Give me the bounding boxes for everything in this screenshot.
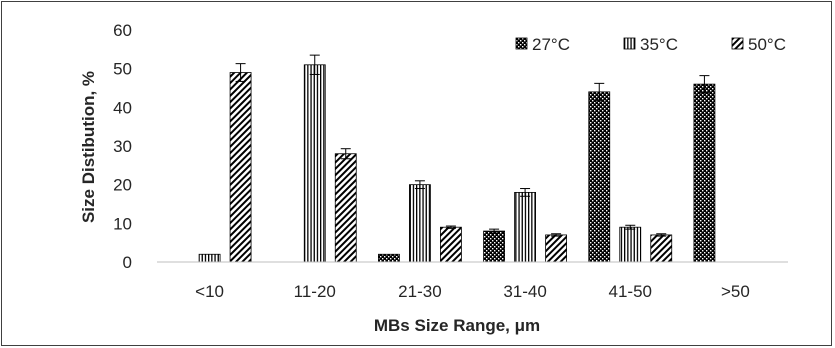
bar xyxy=(440,226,462,263)
bar xyxy=(619,226,642,263)
y-tick-label: 30 xyxy=(113,137,132,156)
y-tick-label: 60 xyxy=(113,21,132,40)
x-tick-label: >50 xyxy=(721,282,750,301)
legend-label: 50°C xyxy=(748,35,786,54)
bar xyxy=(229,72,252,263)
y-tick-label: 10 xyxy=(113,214,132,233)
bar xyxy=(378,253,400,263)
x-tick-label: 21-30 xyxy=(398,282,441,301)
bars xyxy=(198,54,716,263)
legend-swatch xyxy=(623,37,636,50)
bar xyxy=(588,91,611,263)
bar xyxy=(650,234,673,263)
legend-swatch xyxy=(731,37,744,50)
x-tick-label: 41-50 xyxy=(609,282,652,301)
bar xyxy=(483,230,505,263)
legend: 27°C 35°C 50°C xyxy=(515,35,786,54)
x-tick-label: 31-40 xyxy=(503,282,546,301)
bar xyxy=(514,191,536,263)
bar xyxy=(545,234,567,263)
x-tick-label: 11-20 xyxy=(294,282,336,301)
legend-label: 27°C xyxy=(532,35,570,54)
bar xyxy=(409,184,431,263)
y-tick-label: 40 xyxy=(113,98,132,117)
x-axis-title: MBs Size Range, μm xyxy=(374,316,540,335)
legend-label: 35°C xyxy=(640,35,678,54)
y-tick-label: 20 xyxy=(113,176,132,195)
y-tick-label: 50 xyxy=(113,60,132,79)
y-axis-title: Size Distibution, % xyxy=(79,71,98,223)
bar xyxy=(198,253,221,263)
bar xyxy=(693,83,716,263)
x-tick-label: <10 xyxy=(195,282,224,301)
bar xyxy=(334,153,357,263)
legend-swatch xyxy=(515,37,528,50)
x-axis-ticks: <10 11-20 21-30 31-40 41-50 >50 xyxy=(195,282,750,301)
bar xyxy=(303,64,326,263)
y-axis-ticks: 0 10 20 30 40 50 60 xyxy=(113,21,132,272)
y-tick-label: 0 xyxy=(123,253,132,272)
